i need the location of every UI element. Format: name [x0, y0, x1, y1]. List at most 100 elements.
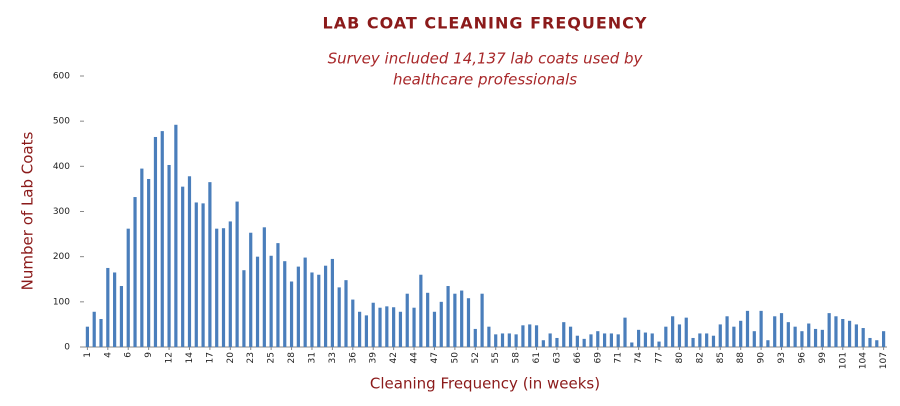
x-tick-label: 1: [83, 352, 93, 358]
x-tick-label: 4: [103, 352, 113, 358]
bar: [412, 307, 416, 347]
bar: [119, 286, 124, 347]
x-tick-label: 31: [307, 352, 317, 363]
bar: [215, 228, 219, 347]
x-tick-label: 44: [410, 352, 420, 364]
bar: [460, 290, 464, 347]
x-tick-label: 28: [287, 352, 297, 364]
bar: [113, 272, 117, 347]
bar: [582, 338, 586, 347]
bar: [630, 342, 634, 347]
bar: [677, 324, 682, 347]
bar: [779, 313, 784, 347]
bar: [637, 329, 641, 347]
x-tick-label: 52: [471, 352, 481, 363]
bar: [221, 228, 226, 347]
bar: [358, 311, 362, 347]
bar: [255, 256, 260, 347]
chart-title: LAB COAT CLEANING FREQUENCY: [323, 14, 648, 33]
x-tick-label: 50: [450, 352, 460, 364]
bar: [174, 124, 178, 347]
bar: [473, 328, 477, 347]
bar: [385, 306, 389, 347]
bar: [310, 272, 314, 347]
bar: [868, 337, 872, 347]
bar: [745, 310, 750, 347]
bar: [500, 333, 505, 347]
bar: [528, 324, 532, 347]
bar: [487, 326, 491, 347]
bar: [371, 302, 375, 347]
y-tick-label: 300: [53, 207, 70, 217]
bar: [446, 286, 450, 347]
bar: [398, 311, 403, 347]
bar: [269, 255, 273, 347]
bar: [793, 326, 797, 347]
x-tick-label: 23: [246, 352, 256, 363]
x-tick-label: 69: [593, 352, 603, 364]
x-tick-label: 14: [185, 352, 195, 364]
x-tick-label: 39: [369, 352, 379, 364]
bar: [262, 227, 266, 347]
bar: [249, 232, 253, 347]
bar: [323, 265, 328, 347]
bar: [752, 331, 756, 347]
bar: [773, 316, 777, 347]
bar: [296, 266, 300, 347]
bar: [671, 316, 675, 347]
x-tick-label: 80: [675, 352, 685, 364]
y-tick-label: 0: [64, 343, 70, 353]
bar: [691, 337, 695, 347]
bar: [650, 333, 654, 347]
x-tick-label: 33: [328, 352, 338, 363]
bar: [657, 341, 661, 347]
bar: [596, 331, 600, 347]
bar: [439, 301, 443, 347]
bar: [555, 337, 559, 347]
x-tick-label: 99: [818, 352, 828, 364]
bar: [208, 182, 212, 347]
bar: [732, 326, 736, 347]
x-tick-label: 82: [695, 352, 705, 363]
bar: [759, 310, 763, 347]
bar: [392, 307, 396, 347]
bar: [711, 335, 716, 347]
bar: [344, 280, 348, 347]
bar: [562, 322, 566, 347]
bar: [466, 298, 471, 347]
x-tick-label: 66: [573, 352, 583, 364]
bar: [235, 201, 239, 347]
bar: [330, 258, 334, 347]
bar: [147, 178, 151, 347]
chart-subtitle: Survey included 14,137 lab coats used by: [328, 50, 644, 68]
bar: [541, 340, 545, 347]
x-tick-label: 42: [389, 352, 399, 363]
bar: [739, 320, 743, 347]
x-tick-label: 47: [430, 352, 440, 363]
x-tick-label: 55: [491, 352, 501, 363]
bar: [800, 331, 804, 347]
bar: [568, 326, 573, 347]
y-axis-label: Number of Lab Coats: [19, 132, 37, 291]
bar: [698, 333, 702, 347]
bar: [432, 311, 437, 347]
bar: [705, 333, 709, 347]
x-axis-label: Cleaning Frequency (in weeks): [370, 375, 600, 393]
x-tick-label: 88: [736, 352, 746, 364]
bar: [854, 324, 858, 347]
bar: [718, 324, 722, 347]
bar: [85, 326, 90, 347]
bar: [725, 316, 729, 347]
bar: [507, 333, 511, 347]
x-tick-label: 9: [144, 352, 154, 358]
x-tick-label: 74: [634, 352, 644, 364]
bar: [548, 333, 552, 347]
bar: [194, 202, 198, 347]
bar: [126, 228, 130, 347]
bar: [242, 270, 246, 347]
x-tick-label: 96: [797, 352, 807, 364]
bar: [419, 274, 423, 347]
bar: [494, 334, 498, 347]
bar: [684, 317, 688, 347]
bar: [153, 136, 158, 347]
